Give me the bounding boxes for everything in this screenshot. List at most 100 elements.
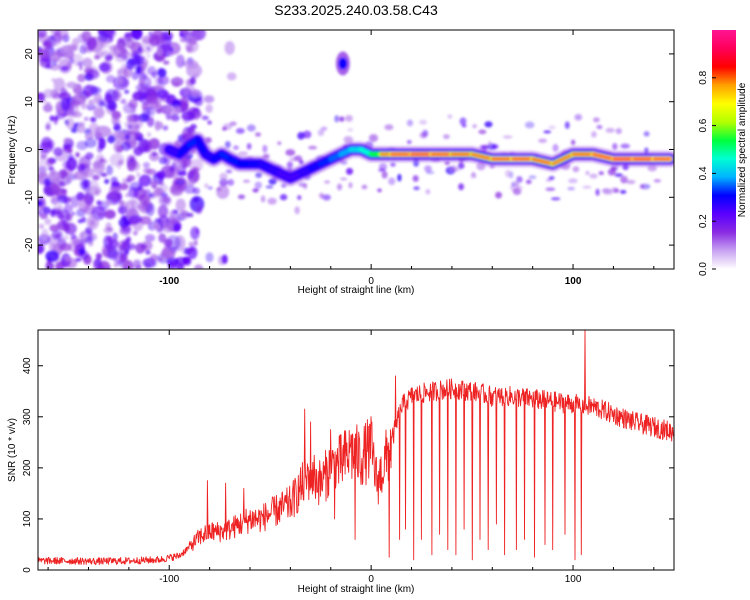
ridge-speckle [319,192,324,199]
ridge-speckle [177,170,187,177]
ridge-speckle [252,188,259,193]
noise-speckle [79,64,83,71]
ridge-speckle [298,159,304,165]
noise-speckle [126,114,135,122]
noise-speckle [81,102,86,108]
noise-speckle [172,223,182,232]
snr-ticks: -100 0 100 0 100 200 300 400 [22,330,674,585]
ridge-speckle [246,124,256,132]
ridge-speckle [614,173,623,177]
noise-speckle [167,261,177,269]
ridge-speckle [412,175,419,182]
ridge-speckle [254,181,263,189]
noise-speckle [188,247,195,253]
noise-speckle [101,50,110,56]
noise-speckle [138,46,142,52]
noise-speckle [158,181,165,186]
noise-speckle [38,200,43,207]
ridge-speckle [598,171,604,175]
ridge-speckle [171,162,177,169]
noise-speckle [94,189,100,196]
ridge-speckle [524,121,535,129]
noise-speckle [63,256,73,262]
noise-speckle [98,31,109,42]
noise-speckle [120,98,127,104]
noise-speckle [124,200,135,217]
noise-speckle [151,71,157,79]
ridge-speckle [235,127,245,134]
noise-speckle [43,178,52,187]
ridge-speckle [406,140,412,145]
ridge-speckle [285,149,296,156]
ridge-speckle [302,183,308,190]
ridge-speckle [514,180,520,187]
noise-speckle [170,210,176,219]
ridge-core [470,153,494,161]
noise-speckle [158,257,163,262]
noise-speckle [195,204,203,215]
noise-speckle [67,240,82,253]
noise-speckle [70,100,81,108]
ridge-speckle [322,194,331,201]
ridge-speckle [219,172,228,181]
noise-speckle [146,116,155,127]
noise-speckle [45,121,51,128]
noise-speckle [38,48,50,58]
ridge-speckle [229,121,237,126]
noise-speckle [39,212,48,220]
ridge-speckle [605,127,615,133]
noise-speckle [92,104,104,118]
noise-speckle [156,121,164,130]
noise-speckle [175,54,185,68]
noise-speckle [124,120,138,130]
noise-speckle [54,255,58,261]
noise-speckle [175,198,186,212]
noise-speckle [82,45,95,53]
ridge-speckle [567,186,575,191]
noise-speckle [60,97,71,112]
noise-speckle [182,30,192,37]
noise-speckle [84,137,97,148]
noise-speckle [48,171,61,183]
ridge-speckle [491,144,499,149]
noise-speckle [77,219,83,224]
noise-speckle [59,45,74,55]
noise-speckle [181,111,196,122]
noise-speckle [98,62,111,72]
ridge-speckle [625,179,636,185]
ridge-speckle [484,121,493,128]
ridge-speckle [538,138,548,143]
noise-speckle [119,183,129,191]
noise-speckle [71,211,75,216]
noise-speckle [83,116,89,122]
noise-speckle [95,252,103,260]
ridge-speckle [653,179,661,183]
noise-speckle [189,76,196,85]
noise-speckle [120,215,128,221]
noise-speckle [117,240,129,252]
ridge-speckle [572,166,580,173]
noise-speckle [117,68,124,75]
noise-speckle [48,243,57,252]
ridge-speckle [279,194,288,201]
noise-speckle [62,221,67,227]
noise-speckle [53,77,66,92]
ridge-speckle [585,170,590,176]
noise-speckle [104,100,117,110]
snr-panel: -100 0 100 0 100 200 300 400 Height of straight… [7,329,675,595]
noise-speckle [59,181,66,187]
snr-ylabel: SNR (10 * v/v) [7,418,18,482]
noise-speckle [75,152,80,158]
noise-speckle [221,254,228,264]
ridge-speckle [447,114,453,119]
noise-speckle [43,88,55,99]
ridge-core [591,153,615,161]
noise-speckle [85,235,94,244]
noise-speckle [171,190,178,197]
ridge-speckle [390,162,396,167]
noise-speckle [86,69,100,80]
noise-speckle [158,156,168,165]
ridge-speckle [528,175,537,180]
noise-speckle [72,37,80,48]
